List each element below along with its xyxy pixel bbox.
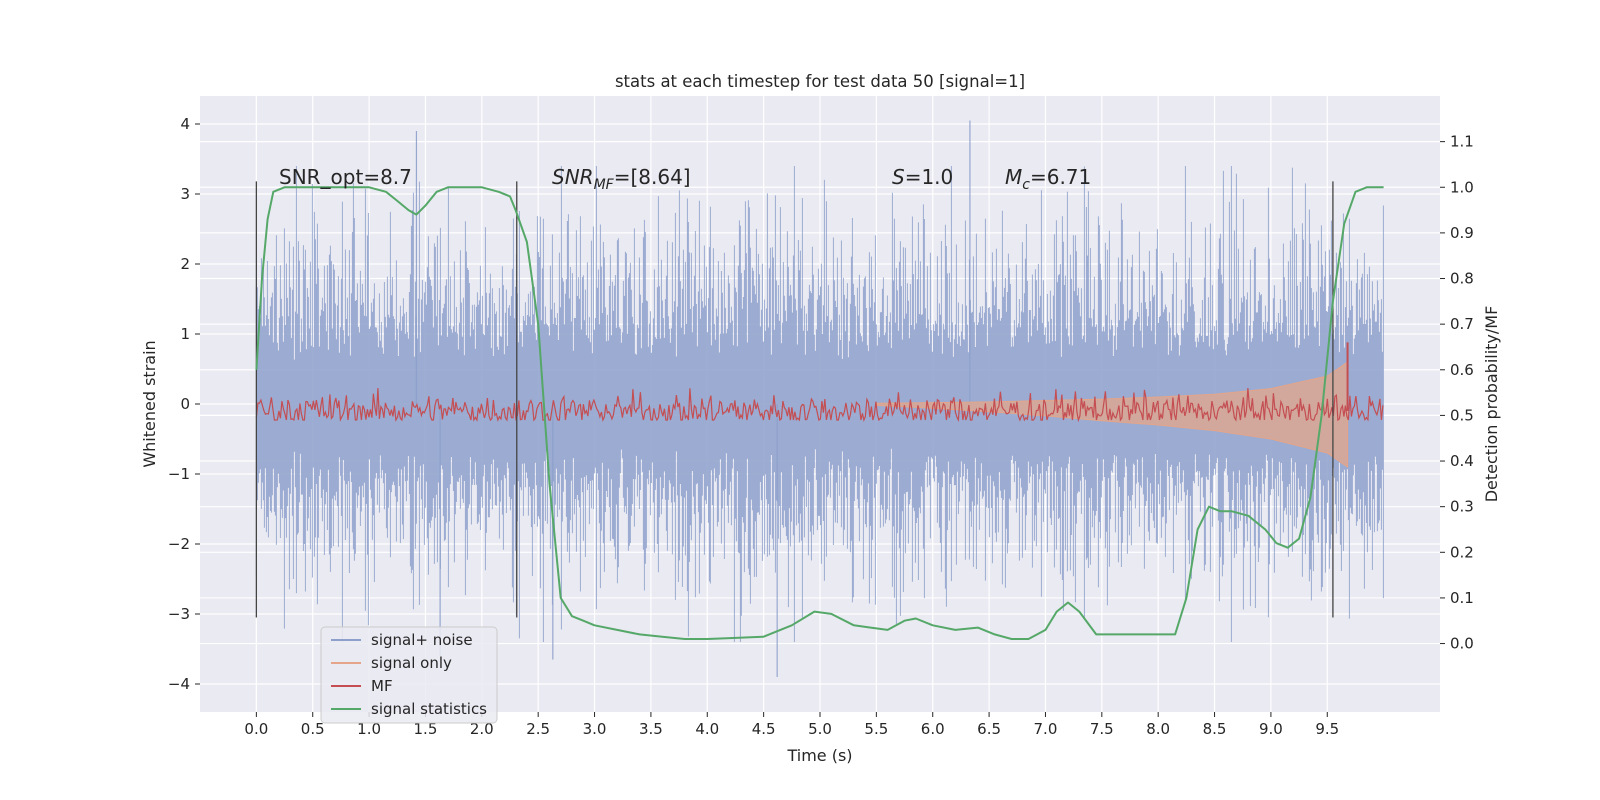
- annotation-snr-opt: SNR_opt=8.7: [279, 165, 412, 189]
- legend-label-mf: MF: [371, 677, 393, 695]
- signal-statistics-line: [255, 186, 1384, 640]
- y-tick-label: 2: [180, 255, 190, 273]
- x-tick-label: 9.5: [1315, 720, 1339, 738]
- legend-entry-signal-statistics: signal statistics: [331, 700, 487, 718]
- x-axis-title: Time (s): [786, 746, 852, 765]
- mc-subscript: c: [1022, 177, 1030, 193]
- y2-tick-label: 1.0: [1450, 178, 1474, 196]
- s-symbol: S: [892, 165, 905, 189]
- annotation-mc: Mc=6.71: [1005, 165, 1091, 193]
- legend-entry-signal-noise: signal+ noise: [331, 631, 473, 649]
- y2-tick-label: 0.6: [1450, 361, 1474, 379]
- legend-label-signal-only: signal only: [371, 654, 452, 672]
- y2-ticks: 1.1 1.0 0.9 0.8 0.7 0.6 0.5 0.4 0.3 0.2 0.1 0.0: [1440, 133, 1474, 653]
- y2-tick-label: 0.5: [1450, 406, 1474, 424]
- mc-symbol: M: [1005, 165, 1022, 189]
- x-tick-label: 5.5: [864, 720, 888, 738]
- y-tick-label: −1: [168, 465, 190, 483]
- legend-label-signal-statistics: signal statistics: [371, 700, 487, 718]
- x-tick-label: 5.0: [808, 720, 832, 738]
- y2-tick-label: 0.1: [1450, 589, 1474, 607]
- x-tick-label: 0.5: [301, 720, 325, 738]
- legend-box: [320, 626, 498, 724]
- y2-tick-label: 1.1: [1450, 133, 1474, 151]
- x-tick-label: 6.5: [977, 720, 1001, 738]
- snr-mf-value: =[8.64]: [614, 165, 691, 189]
- y2-tick-label: 0.0: [1450, 635, 1474, 653]
- snr-mf-symbol: SNR: [552, 165, 594, 189]
- x-tick-label: 8.0: [1146, 720, 1170, 738]
- y-ticks: 4 3 2 1 0 −1 −2 −3 −4: [168, 115, 200, 693]
- s-value: =1.0: [905, 165, 954, 189]
- y2-tick-label: 0.2: [1450, 543, 1474, 561]
- y-tick-label: 3: [180, 185, 190, 203]
- y-axis-title: Whitened strain: [140, 340, 159, 467]
- y-tick-label: −4: [168, 675, 190, 693]
- x-tick-label: 2.0: [470, 720, 494, 738]
- y2-tick-label: 0.9: [1450, 224, 1474, 242]
- x-tick-label: 4.5: [752, 720, 776, 738]
- y-tick-label: −3: [168, 605, 190, 623]
- legend: signal+ noise signal only MF signal stat…: [320, 626, 498, 724]
- y-tick-label: 0: [180, 395, 190, 413]
- legend-entry-signal-only: signal only: [331, 654, 452, 672]
- mf-layer: [255, 342, 1384, 423]
- x-tick-label: 8.5: [1203, 720, 1227, 738]
- segment-markers: [255, 181, 1334, 618]
- y2-tick-label: 0.8: [1450, 270, 1474, 288]
- y2-tick-label: 0.7: [1450, 315, 1474, 333]
- annotation-snr-mf: SNRMF=[8.64]: [552, 165, 691, 193]
- y-tick-label: 1: [180, 325, 190, 343]
- chart-title: stats at each timestep for test data 50 …: [615, 72, 1025, 91]
- x-tick-label: 3.0: [583, 720, 607, 738]
- x-ticks: 0.0 0.5 1.0 1.5 2.0 2.5 3.0 3.5 4.0 4.5 5.0 5.5 6.0 6…: [244, 712, 1339, 738]
- y2-tick-label: 0.4: [1450, 452, 1474, 470]
- y-tick-label: 4: [180, 115, 190, 133]
- x-tick-label: 1.0: [357, 720, 381, 738]
- mc-value: =6.71: [1030, 165, 1091, 189]
- legend-label-signal-noise: signal+ noise: [371, 631, 473, 649]
- mf-trace: [255, 387, 1384, 423]
- x-tick-label: 3.5: [639, 720, 663, 738]
- y-tick-label: −2: [168, 535, 190, 553]
- snr-mf-subscript: MF: [594, 177, 615, 193]
- signal-statistics-layer: [255, 186, 1384, 640]
- x-tick-label: 6.0: [921, 720, 945, 738]
- x-tick-label: 9.0: [1259, 720, 1283, 738]
- x-tick-label: 2.5: [526, 720, 550, 738]
- x-tick-label: 0.0: [244, 720, 268, 738]
- x-tick-label: 7.0: [1034, 720, 1058, 738]
- x-tick-label: 7.5: [1090, 720, 1114, 738]
- legend-entry-mf: MF: [331, 677, 393, 695]
- y2-axis-title: Detection probability/MF: [1482, 306, 1501, 503]
- x-tick-label: 1.5: [414, 720, 438, 738]
- x-tick-label: 4.0: [695, 720, 719, 738]
- annotation-s: S=1.0: [892, 165, 953, 189]
- y2-tick-label: 0.3: [1450, 498, 1474, 516]
